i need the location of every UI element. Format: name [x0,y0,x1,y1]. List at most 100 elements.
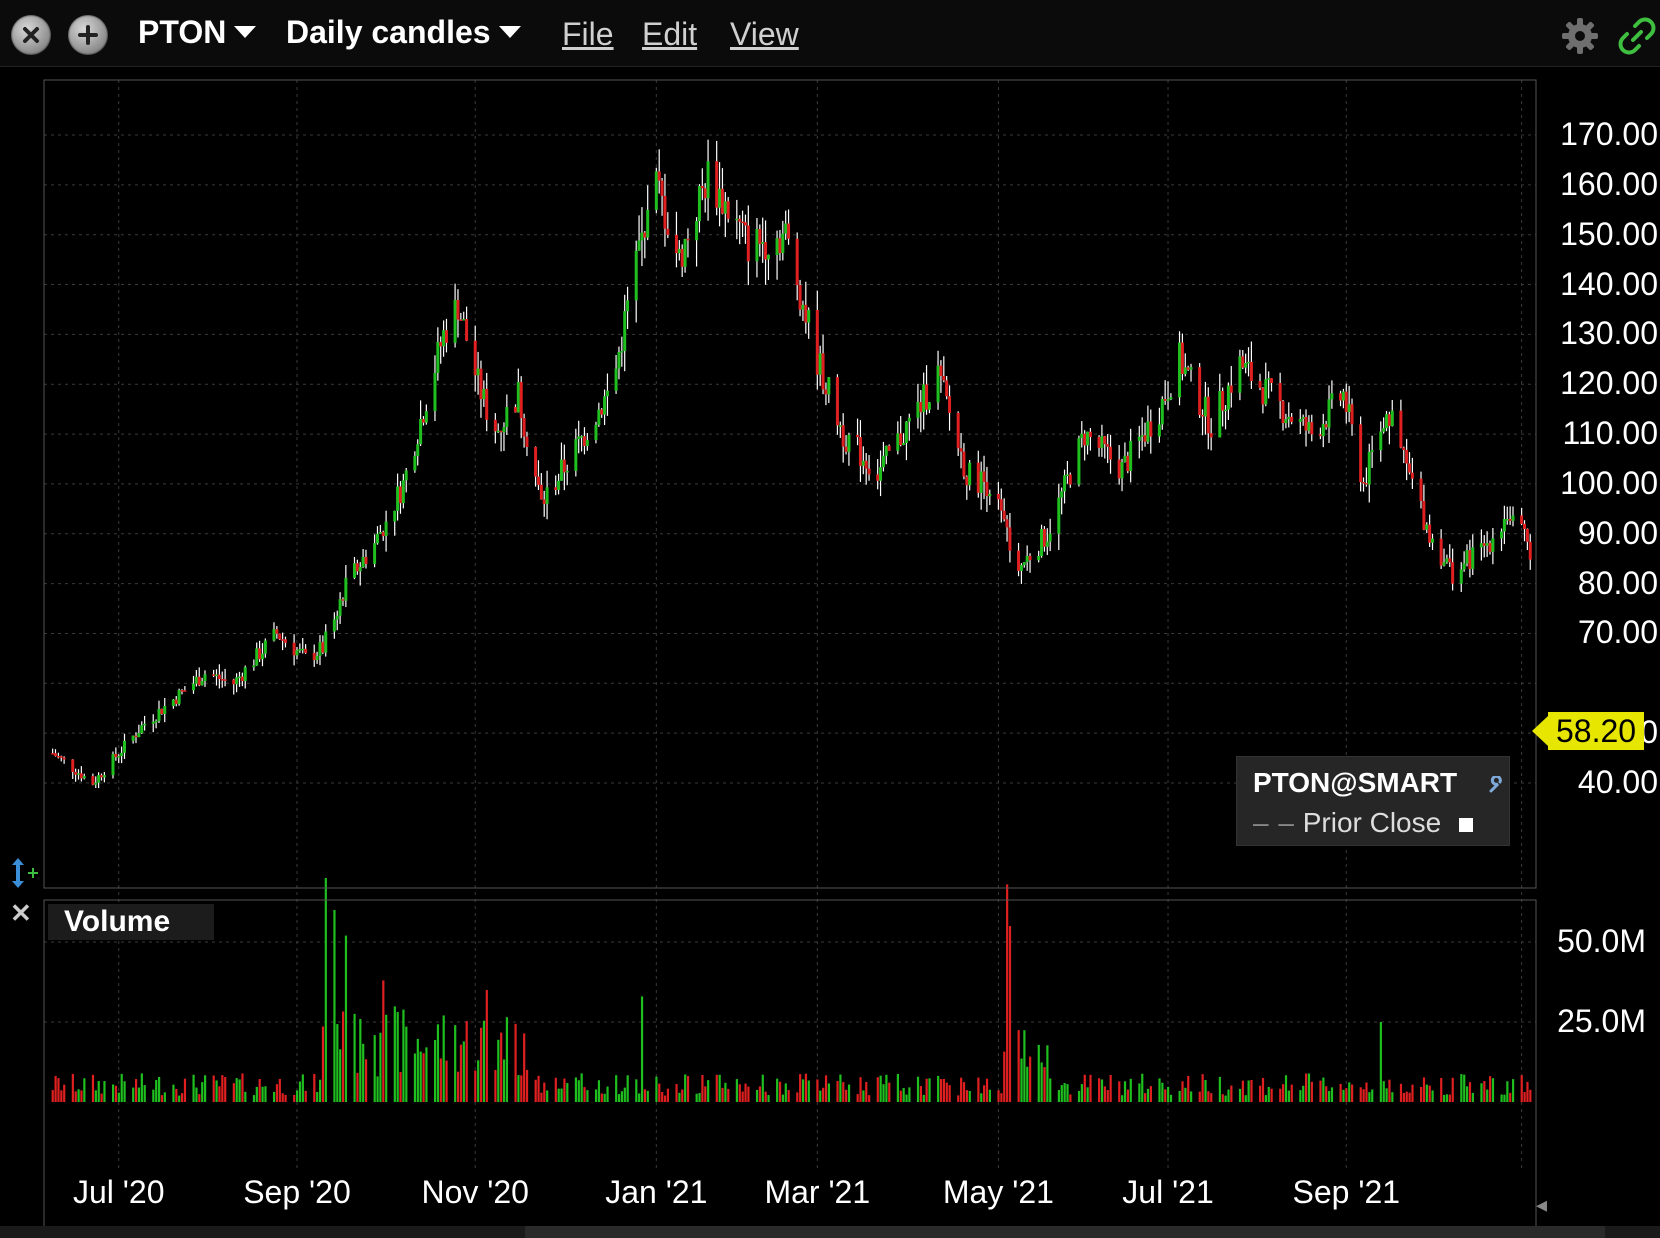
volume-bar [767,1095,770,1102]
volume-bar [525,1069,529,1102]
volume-bar [1299,1090,1302,1102]
menu-edit[interactable]: Edit [642,16,697,53]
candle-body [318,642,322,656]
volume-bar [557,1088,560,1102]
candle-body [1083,433,1087,446]
menu-file[interactable]: File [562,16,614,53]
volume-bar [819,1090,822,1102]
candle-body [404,470,408,481]
candle-body [183,690,187,692]
close-volume-icon[interactable]: ✕ [10,898,32,928]
candle-body [1304,417,1308,431]
candle-body [948,396,952,413]
candle-body [516,382,520,413]
candle-body [741,221,745,224]
candle-body [344,577,348,601]
volume-bar [1382,1081,1385,1102]
volume-bar [295,1090,299,1102]
volume-bar [1267,1086,1270,1102]
symbol-selector[interactable]: PTON [138,14,257,51]
link-icon[interactable] [1617,16,1657,56]
volume-bar [701,1074,704,1102]
volume-bar [626,1075,629,1102]
candle-body [1528,541,1532,560]
volume-bar [103,1081,106,1102]
volume-bar [1017,1030,1020,1102]
candle-body [600,409,604,415]
candle-body [94,782,98,785]
scrollbar-thumb[interactable] [525,1226,1605,1238]
menu-view[interactable]: View [730,16,799,53]
volume-bar [1141,1073,1144,1102]
volume-bar [1098,1078,1101,1102]
add-chart-button[interactable] [68,15,108,55]
volume-bar [111,1084,115,1102]
candle-body [824,389,828,395]
volume-bar [635,1079,638,1102]
volume-bar [594,1089,598,1102]
volume-bar [1328,1091,1331,1102]
candle-body [1327,399,1331,428]
volume-bar [422,1053,425,1102]
close-chart-button[interactable] [11,15,51,55]
candle-body [180,690,184,692]
candle-body [122,740,126,753]
candle-body [111,754,115,776]
timeframe-selector[interactable]: Daily candles [286,14,521,51]
candle-body [237,676,241,679]
candle-body [1439,538,1443,566]
scroll-left-icon[interactable]: ◂ [1536,1192,1548,1217]
volume-bar [83,1078,86,1102]
candle-body [393,510,397,522]
candle-body [1002,510,1006,520]
volume-bar [71,1073,74,1102]
volume-bar [663,1095,667,1102]
volume-bar [804,1073,808,1102]
volume-bar [537,1075,540,1102]
volume-bar [899,1090,902,1102]
candle-body [640,232,644,241]
legend-panel[interactable]: PTON@SMART – – Prior Close [1236,756,1510,846]
resize-pane-icon[interactable] [8,856,40,890]
candle-body [559,459,563,481]
volume-bar [1037,1044,1040,1102]
volume-bar [615,1075,618,1102]
candle-body [1324,424,1328,428]
candle-body [735,218,739,221]
candle-body [338,599,342,616]
volume-bar [839,1074,842,1102]
volume-bar [1023,1030,1026,1102]
candle-body [419,418,423,445]
volume-bar [1198,1091,1201,1102]
volume-bar [534,1079,537,1102]
volume-bar [727,1088,730,1102]
volume-bar [97,1080,100,1102]
legend-prior-close[interactable]: – – Prior Close [1253,807,1473,839]
candle-body [71,759,75,772]
volume-bar [580,1073,583,1102]
candle-body [140,725,144,734]
volume-bar [278,1078,281,1102]
volume-bar [1144,1093,1147,1102]
horizontal-scrollbar[interactable] [0,1226,1660,1238]
volume-bar [747,1086,750,1102]
candle-body [275,629,279,634]
volume-bar [888,1082,891,1102]
volume-bar [1250,1080,1253,1102]
candle-body [120,752,124,757]
candle-body [194,676,198,684]
volume-bar [948,1085,951,1102]
volume-bar [778,1081,782,1102]
price-chart[interactable] [0,66,1660,1238]
candle-body [479,368,483,400]
candle-body [1462,563,1466,570]
volume-bar [117,1092,120,1102]
candle-body [1281,401,1285,424]
gear-icon[interactable] [1560,16,1600,56]
volume-bar [241,1073,244,1102]
candle-body [904,421,908,443]
volume-bar [100,1093,103,1102]
candle-body [657,171,661,181]
candle-body [1465,550,1469,564]
wrench-icon[interactable] [1488,776,1506,794]
